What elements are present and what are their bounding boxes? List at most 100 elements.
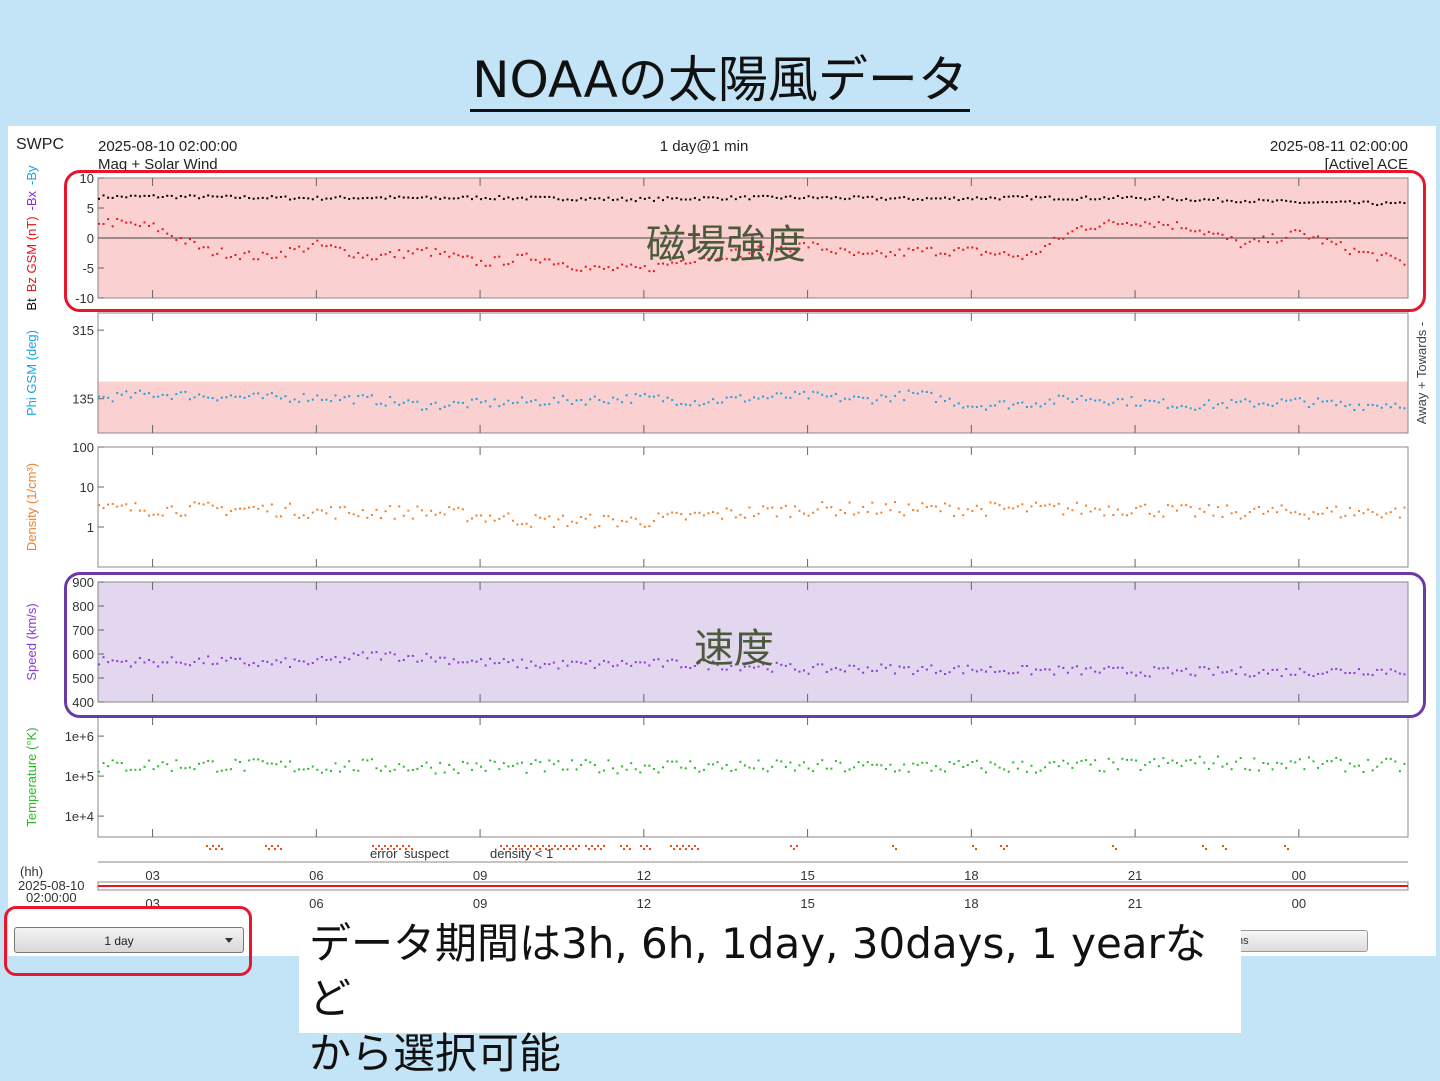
data-point [1048,668,1051,671]
data-point [652,395,655,398]
data-point [1335,243,1338,246]
data-point [807,397,810,400]
data-point [657,512,660,515]
data-point [1098,769,1101,772]
data-point [252,392,255,395]
data-point [807,767,810,770]
data-point [325,658,328,661]
data-point [1198,199,1201,202]
data-point [921,502,924,505]
data-point [862,396,865,399]
data-point [1276,199,1279,202]
data-point [1289,230,1292,233]
data-point [207,655,210,658]
data-point [712,763,715,766]
data-point [725,198,728,201]
data-point [1062,759,1065,762]
data-point [357,515,360,518]
data-point [1066,671,1069,674]
data-point [1116,666,1119,669]
data-point [716,761,719,764]
data-point [161,393,164,396]
data-point [188,194,191,197]
data-point [611,665,614,668]
range-select[interactable]: 1 day [14,927,244,953]
data-point [789,396,792,399]
data-point [1239,201,1242,204]
data-point [1371,511,1374,514]
data-point [325,398,328,401]
data-point [1112,401,1115,404]
data-point [607,266,610,269]
data-point [1135,674,1138,677]
data-point [989,252,992,255]
data-point [302,197,305,200]
flag-mark [405,848,407,850]
data-point [834,393,837,396]
data-point [216,252,219,255]
data-point [1189,506,1192,509]
panel-phi-background [98,381,1408,433]
data-point [430,766,433,769]
data-point [1107,665,1110,668]
data-point [839,247,842,250]
data-point [1144,198,1147,201]
data-point [1385,252,1388,255]
data-point [307,663,310,666]
data-point [611,518,614,521]
data-point [1098,399,1101,402]
data-point [434,513,437,516]
data-point [821,663,824,666]
data-point [521,253,524,256]
data-point [1103,667,1106,670]
data-point [939,395,942,398]
data-point [675,511,678,514]
data-point [320,398,323,401]
data-point [284,657,287,660]
data-point [129,194,132,197]
data-point [275,659,278,662]
data-point [1244,242,1247,245]
data-point [1107,197,1110,200]
data-point [561,514,564,517]
data-point [339,399,342,402]
data-point [511,198,514,201]
data-point [279,760,282,763]
data-point [293,658,296,661]
data-point [1030,405,1033,408]
data-point [393,401,396,404]
data-point [1094,759,1097,762]
data-point [138,768,141,771]
data-point [220,247,223,250]
data-point [234,395,237,398]
data-point [475,660,478,663]
data-point [466,661,469,664]
data-point [188,766,191,769]
data-point [420,248,423,251]
data-point [753,396,755,399]
data-point [857,511,860,514]
data-point [1166,223,1169,226]
data-point [966,197,969,200]
data-point [966,764,969,767]
secondary-button[interactable]: ns [1230,930,1368,952]
data-point [921,665,924,668]
data-point [370,514,373,517]
data-point [980,767,983,770]
data-point [643,197,646,200]
data-point [1039,196,1042,199]
data-point [143,661,146,664]
data-point [511,402,514,405]
data-point [939,768,942,771]
data-point [1053,760,1056,763]
data-point [693,664,696,667]
data-point [157,395,160,398]
data-point [266,393,269,396]
data-point [1235,511,1238,514]
data-point [1062,513,1065,516]
data-point [634,768,637,771]
data-point [666,659,669,662]
data-point [707,763,710,766]
data-point [416,660,419,663]
data-point [611,199,614,202]
